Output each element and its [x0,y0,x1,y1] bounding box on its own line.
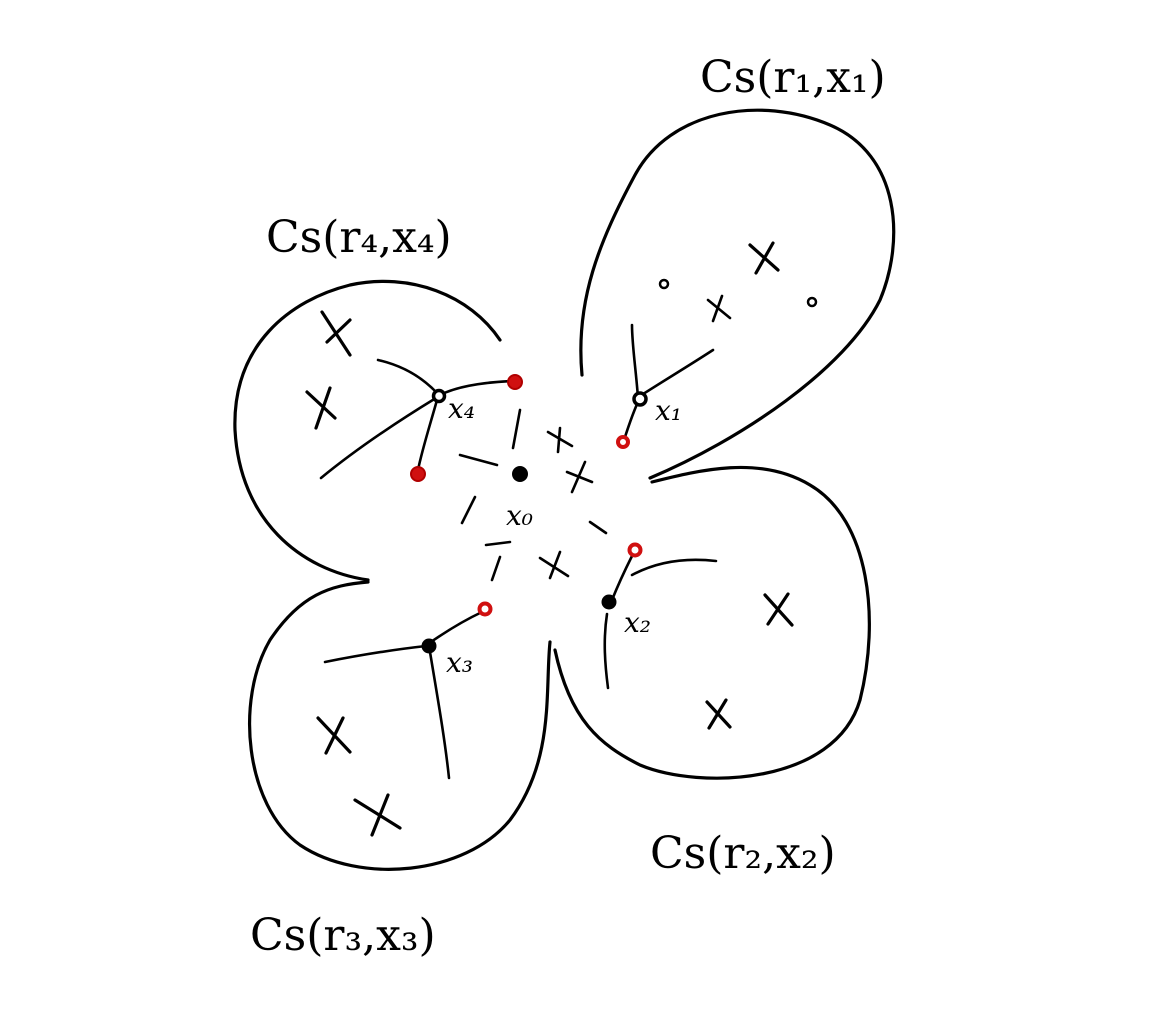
cross-mark [305,386,337,430]
cross-mark [565,460,594,494]
small-dot [806,296,818,308]
dashed-ring [458,408,608,582]
cross-mark [748,241,780,275]
red-marker [616,435,630,449]
red-marker [477,601,493,617]
point-x3 [421,638,437,654]
cross-mark [546,426,574,454]
lobe-label-3: Cs(r₃,x₃) [250,910,436,961]
label-x4: x₄ [448,392,475,425]
point-x2 [601,594,617,610]
label-x3: x₃ [446,646,473,679]
lobe-label-4: Cs(r₄,x₄) [266,212,452,263]
cross-mark [316,716,352,755]
red-marker [410,466,426,482]
branches-x3 [323,610,484,780]
cross-mark [353,793,402,837]
lobe-outline-2 [553,465,871,780]
lobe-label-2: Cs(r₂,x₂) [650,828,836,879]
lobe-label-1: Cs(r₁,x₁) [700,52,886,103]
label-x0: x₀ [506,499,533,532]
cross-mark [763,592,794,627]
branches-x2 [603,554,718,690]
cross-mark [705,698,732,730]
label-x1: x₁ [655,394,682,427]
cross-mark [538,550,570,580]
cross-mark [706,294,732,323]
cross-mark [320,310,352,357]
lobe-outline-1 [579,108,896,480]
small-dot [658,278,670,290]
branches-x4 [319,358,516,480]
label-x2: x₂ [624,606,651,639]
point-x4 [431,388,447,404]
point-x0 [512,466,528,482]
red-marker [627,542,643,558]
point-x1 [632,391,648,407]
lobe-outline-3 [248,580,552,871]
red-marker [507,374,523,390]
lobe-outline-4 [233,279,502,582]
cross-marks [305,241,794,837]
